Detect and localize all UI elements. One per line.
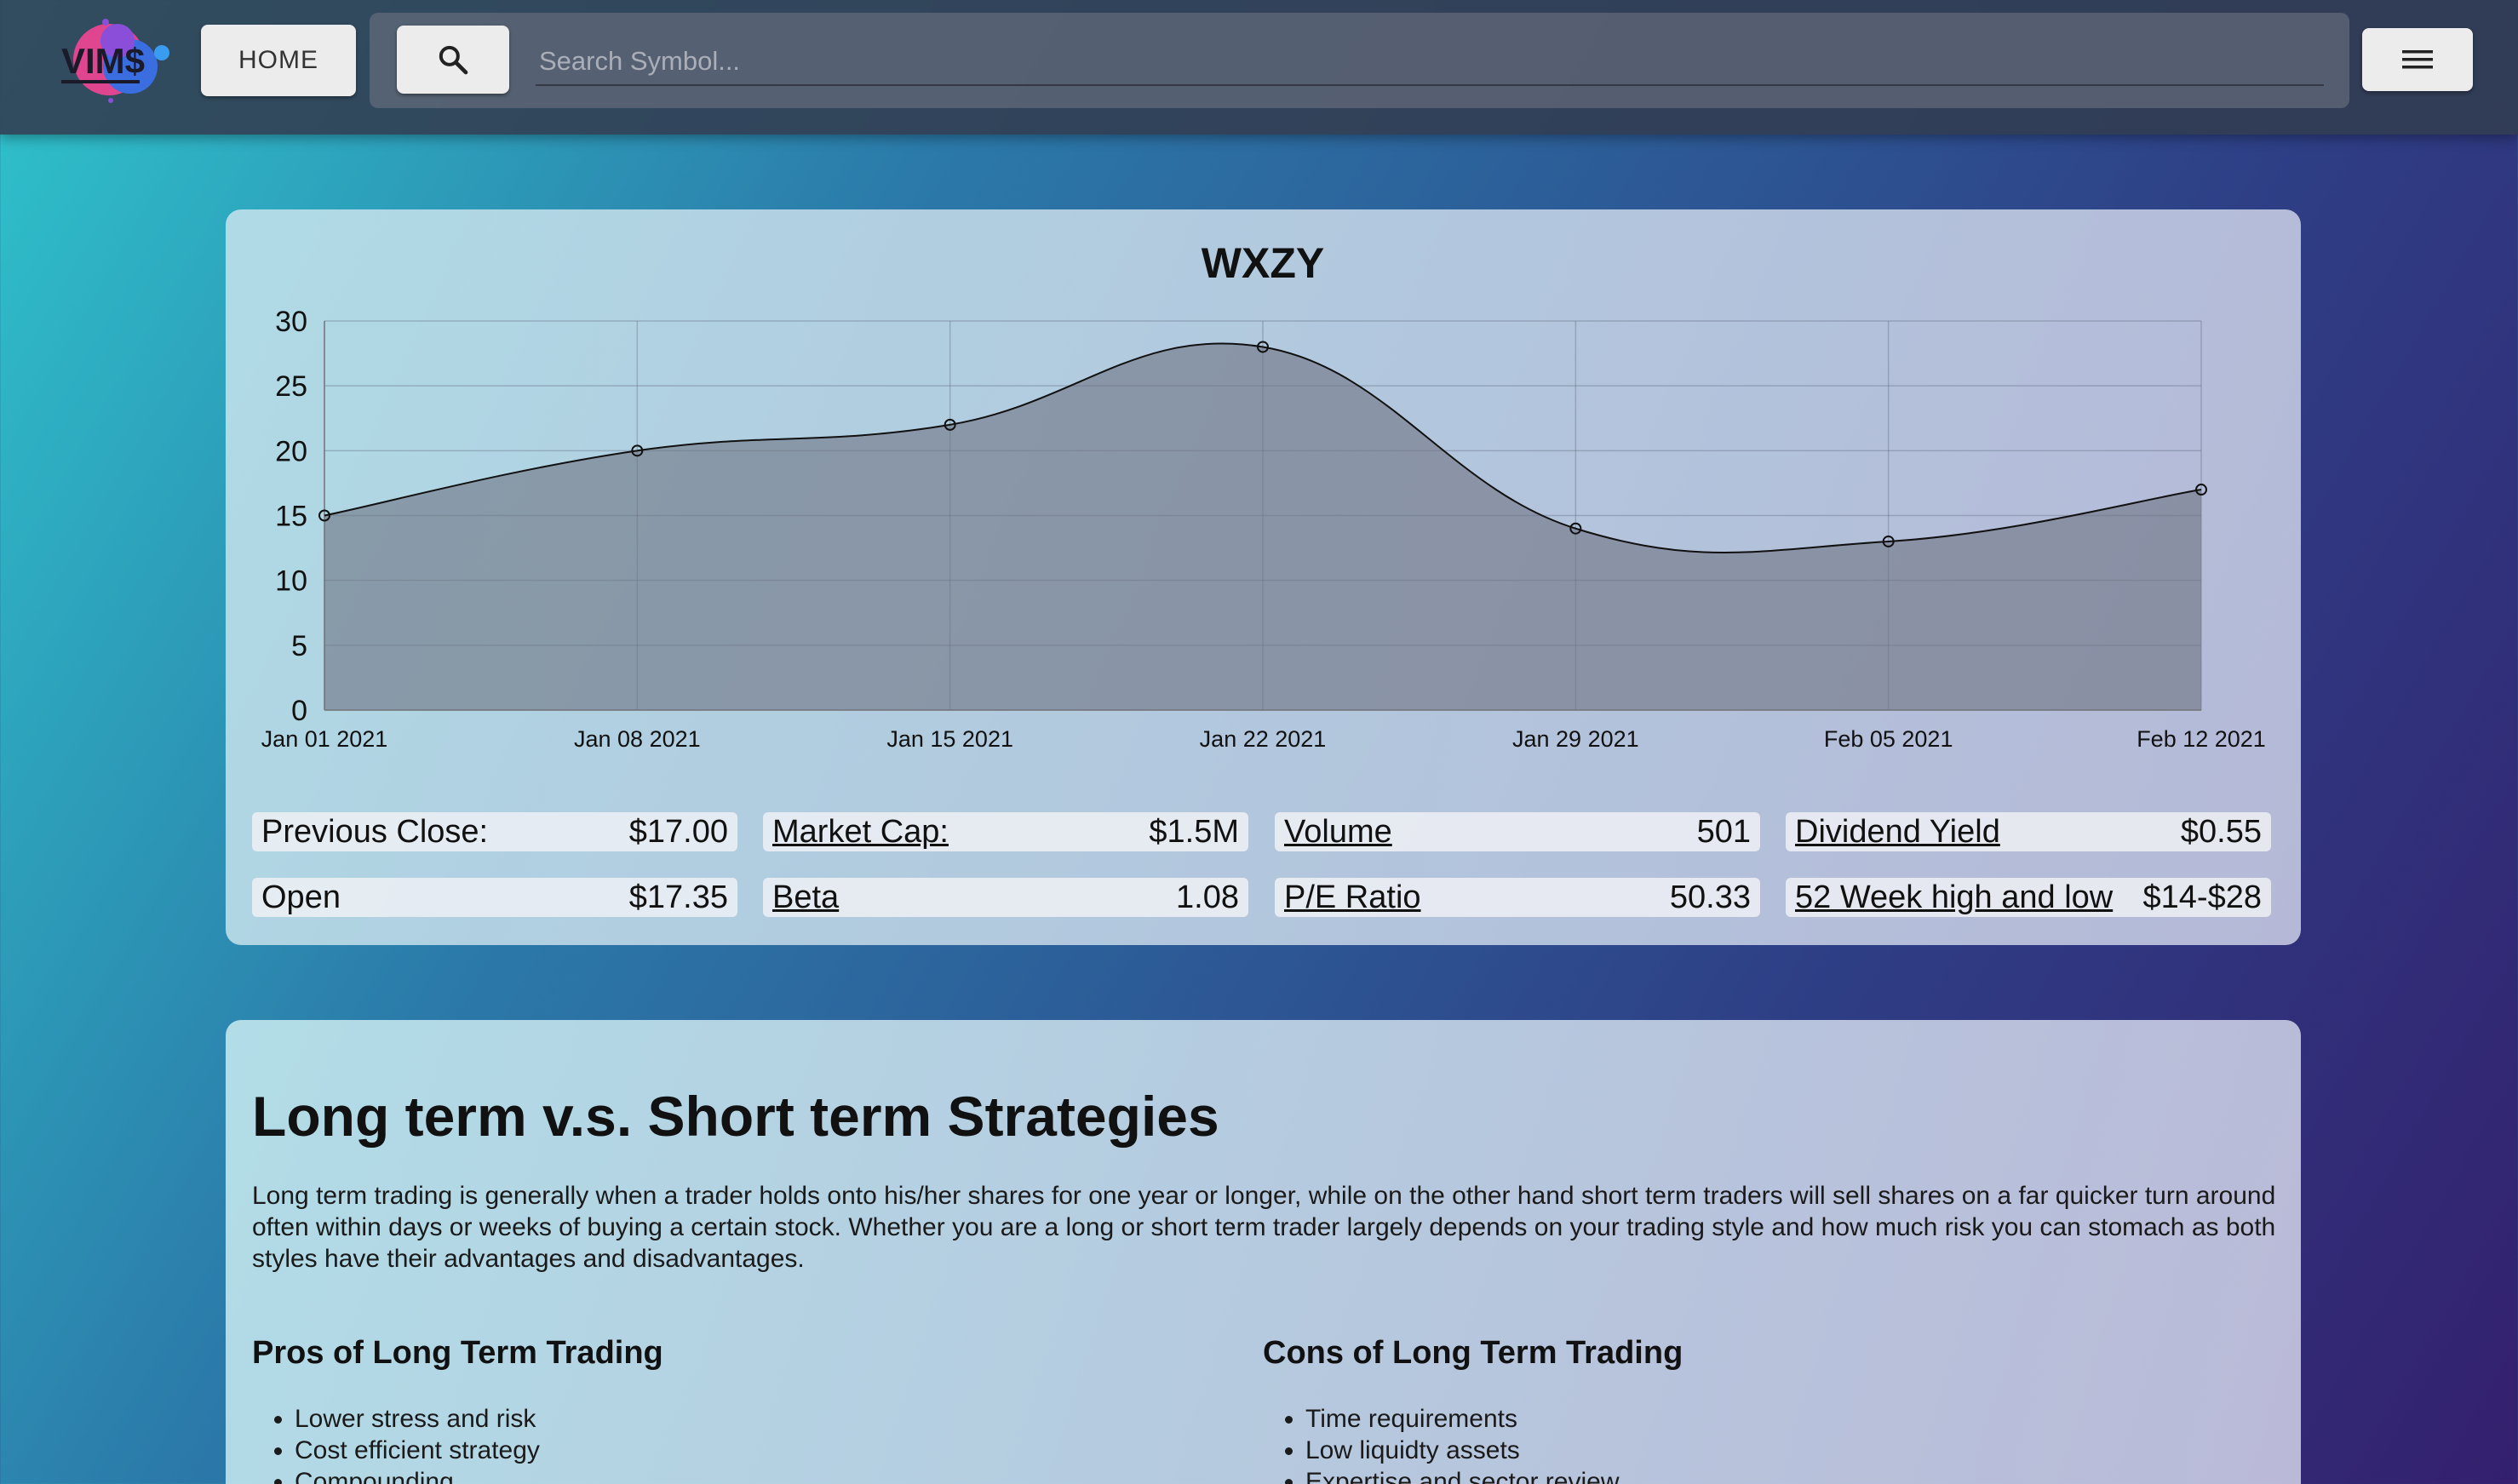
x-tick-label: Jan 22 2021 <box>1200 726 1327 752</box>
y-tick-label: 30 <box>275 306 307 338</box>
y-tick-label: 10 <box>275 565 307 598</box>
stat-value: $1.5M <box>1149 813 1239 850</box>
stat-label[interactable]: Market Cap: <box>772 813 949 850</box>
list-item: Low liquidty assets <box>1305 1435 1620 1466</box>
data-point <box>318 509 330 522</box>
list-item: Cost efficient strategy <box>295 1435 540 1466</box>
y-tick-label: 25 <box>275 370 307 403</box>
stat-open: Open $17.35 <box>252 878 737 917</box>
x-tick-label: Jan 08 2021 <box>574 726 701 752</box>
stat-beta[interactable]: Beta 1.08 <box>763 878 1248 917</box>
top-navbar: VIM$ HOME <box>0 0 2518 135</box>
stat-label[interactable]: Beta <box>772 879 840 915</box>
strategies-heading: Long term v.s. Short term Strategies <box>252 1085 1219 1148</box>
stock-card: WXZY 0 5 10 15 20 25 30 Jan 01 2021 Jan 08 2021… <box>226 209 2301 945</box>
chart-title: WXZY <box>1202 239 1324 287</box>
stat-label[interactable]: P/E Ratio <box>1284 879 1421 915</box>
cons-heading: Cons of Long Term Trading <box>1263 1335 1683 1371</box>
search-input[interactable] <box>536 38 2324 86</box>
stat-label[interactable]: 52 Week high and low <box>1795 879 2114 915</box>
search-button[interactable] <box>397 26 509 94</box>
stat-value: $14-$28 <box>2142 879 2262 915</box>
strategies-paragraph: Long term trading is generally when a tr… <box>252 1182 2276 1273</box>
x-tick-label: Jan 15 2021 <box>886 726 1013 752</box>
vims-logo[interactable]: VIM$ <box>49 15 177 109</box>
list-item: Time requirements <box>1305 1403 1620 1435</box>
stat-value: 50.33 <box>1669 879 1751 915</box>
stat-value: $0.55 <box>2180 813 2262 850</box>
cons-list: Time requirements Low liquidty assets Ex… <box>1263 1403 1620 1484</box>
stat-volume[interactable]: Volume 501 <box>1275 812 1760 851</box>
stat-label[interactable]: Volume <box>1284 813 1392 850</box>
strategies-card: Long term v.s. Short term Strategies Lon… <box>226 1020 2301 1484</box>
stat-value: $17.35 <box>628 879 728 915</box>
hamburger-menu-icon <box>2402 50 2433 69</box>
list-item: Compounding <box>295 1466 540 1484</box>
stat-value: 1.08 <box>1176 879 1239 915</box>
stat-value: $17.00 <box>628 813 728 850</box>
search-bar <box>370 13 2349 108</box>
pros-list: Lower stress and risk Cost efficient str… <box>252 1403 540 1484</box>
y-tick-label: 5 <box>291 630 307 662</box>
x-tick-label: Jan 01 2021 <box>261 726 388 752</box>
stat-label[interactable]: Dividend Yield <box>1795 813 2000 850</box>
price-line <box>324 342 2202 553</box>
data-point <box>1882 535 1895 547</box>
logo-text: VIM$ <box>61 41 145 81</box>
x-tick-label: Feb 12 2021 <box>2137 726 2266 752</box>
stat-dividend-yield[interactable]: Dividend Yield $0.55 <box>1786 812 2271 851</box>
pros-heading: Pros of Long Term Trading <box>252 1335 663 1371</box>
price-chart: WXZY 0 5 10 15 20 25 30 Jan 01 2021 Jan 08 2021… <box>261 239 2266 752</box>
data-point <box>1569 522 1582 535</box>
data-point <box>631 444 644 457</box>
stat-previous-close: Previous Close: $17.00 <box>252 812 737 851</box>
x-tick-label: Feb 05 2021 <box>1824 726 1953 752</box>
stat-label: Open <box>261 879 341 915</box>
price-area <box>324 343 2201 710</box>
y-tick-label: 0 <box>291 695 307 727</box>
data-point <box>2195 484 2207 496</box>
stat-52-week-high-and-low[interactable]: 52 Week high and low $14-$28 <box>1786 878 2271 917</box>
data-point <box>1257 341 1269 353</box>
stat-label: Previous Close: <box>261 813 489 850</box>
x-tick-label: Jan 29 2021 <box>1512 726 1639 752</box>
menu-button[interactable] <box>2362 28 2473 91</box>
stat-value: 501 <box>1696 813 1751 850</box>
y-tick-label: 15 <box>275 501 307 533</box>
stat-p-e-ratio[interactable]: P/E Ratio 50.33 <box>1275 878 1760 917</box>
stat-market-cap[interactable]: Market Cap: $1.5M <box>763 812 1248 851</box>
search-icon <box>439 45 468 75</box>
list-item: Expertise and sector review <box>1305 1466 1620 1484</box>
data-point <box>944 418 956 431</box>
home-button[interactable]: HOME <box>201 25 356 96</box>
list-item: Lower stress and risk <box>295 1403 540 1435</box>
y-tick-label: 20 <box>275 435 307 467</box>
